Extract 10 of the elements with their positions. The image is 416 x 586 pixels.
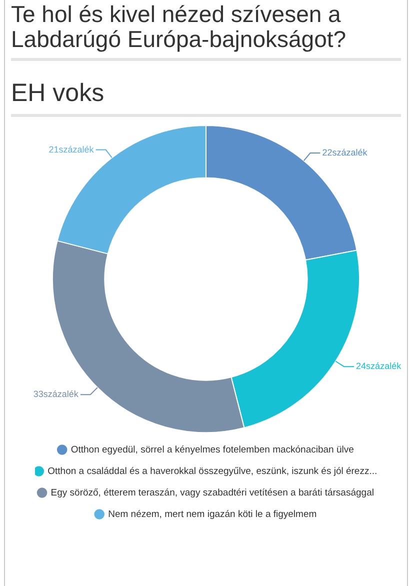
- legend-label: Otthon egyedül, sörrel a kényelmes fotelemben mackónaciban ülve: [70, 444, 354, 456]
- data-label: 22százalék: [322, 148, 368, 158]
- legend-label: Nem nézem, mert nem igazán köti le a figyelmem: [108, 508, 317, 520]
- data-label: 21százalék: [48, 144, 94, 154]
- legend-label: Egy söröző, étterem teraszán, vagy szabadtéri vetítésen a baráti társasággal: [50, 487, 374, 498]
- data-label: 33százalék: [33, 389, 79, 400]
- legend-label: Otthon a családdal és a haverokkal összegyűlve, eszünk, iszunk és jól érezz...: [48, 466, 378, 477]
- data-label: 24százalék: [356, 361, 402, 372]
- chart-subtitle: EH voks: [11, 79, 401, 117]
- chart-title: Te hol és kivel nézed szívesen a Labdarúgó Európa-bajnokságot?: [11, 1, 401, 61]
